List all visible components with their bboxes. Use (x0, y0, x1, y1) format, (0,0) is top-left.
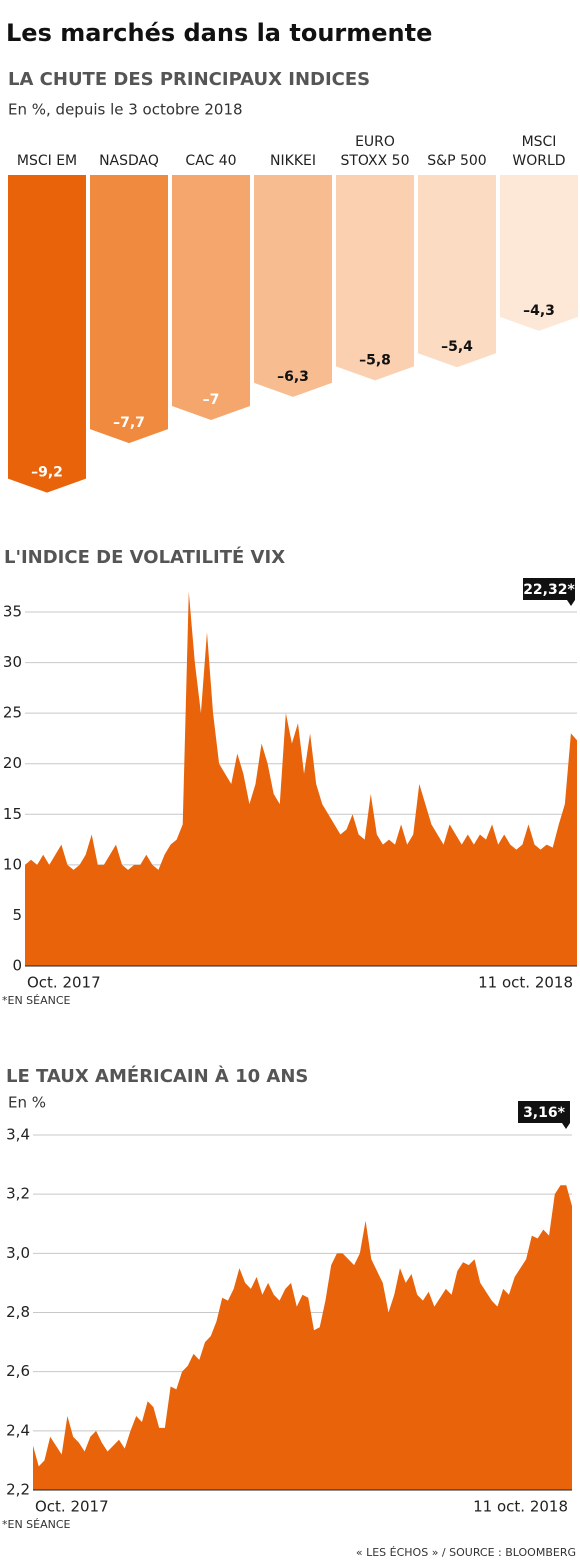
category-label: MSCI WORLD (512, 134, 565, 169)
main-title: Les marchés dans la tourmente (6, 19, 432, 47)
y-tick-label: 2,4 (6, 1421, 30, 1439)
category-label: EURO STOXX 50 (340, 134, 409, 169)
y-tick-label: 5 (12, 906, 22, 924)
bar (418, 175, 496, 368)
y-tick-label: 0 (12, 957, 22, 975)
x-tick-label: Oct. 2017 (27, 974, 101, 992)
y-tick-label: 30 (3, 653, 22, 671)
bar (8, 175, 86, 493)
chart-title: LE TAUX AMÉRICAIN À 10 ANS (6, 1065, 308, 1087)
y-tick-label: 3,0 (6, 1244, 30, 1262)
value-label: –5,4 (441, 339, 473, 355)
bar (172, 175, 250, 420)
value-label: –7,7 (113, 415, 145, 431)
y-tick-label: 20 (3, 754, 22, 772)
value-label: –5,8 (359, 352, 391, 368)
area (33, 1185, 572, 1490)
value-label: –6,3 (277, 369, 309, 385)
category-label: S&P 500 (427, 153, 486, 169)
y-tick-label: 2,6 (6, 1362, 30, 1380)
footnote: *EN SÉANCE (2, 1518, 71, 1531)
category-label: CAC 40 (185, 153, 236, 169)
y-tick-label: 15 (3, 805, 22, 823)
annotation: 22,32* (523, 582, 575, 598)
annotation: 3,16* (523, 1105, 566, 1121)
bar (254, 175, 332, 397)
x-tick-label: Oct. 2017 (35, 1498, 109, 1516)
source: « LES ÉCHOS » / SOURCE : BLOOMBERG (356, 1546, 576, 1559)
y-tick-label: 2,8 (6, 1303, 30, 1321)
chart-subtitle: En %, depuis le 3 octobre 2018 (8, 101, 243, 119)
annotation-box (523, 578, 575, 606)
chart-subtitle: En % (8, 1094, 46, 1112)
bar (336, 175, 414, 381)
chart-title: L'INDICE DE VOLATILITÉ VIX (4, 546, 285, 568)
footnote: *EN SÉANCE (2, 994, 71, 1007)
category-label: NIKKEI (270, 153, 316, 169)
value-label: –7 (203, 392, 220, 408)
y-tick-label: 10 (3, 855, 22, 873)
y-tick-label: 2,2 (6, 1481, 30, 1499)
x-tick-label: 11 oct. 2018 (478, 974, 573, 992)
bar (90, 175, 168, 444)
annotation-box (518, 1101, 570, 1129)
y-tick-label: 35 (3, 603, 22, 621)
area (25, 591, 577, 966)
y-tick-label: 3,2 (6, 1185, 30, 1203)
x-tick-label: 11 oct. 2018 (473, 1498, 568, 1516)
chart-title: LA CHUTE DES PRINCIPAUX INDICES (8, 69, 370, 90)
value-label: –4,3 (523, 303, 555, 319)
category-label: NASDAQ (99, 153, 159, 169)
y-tick-label: 3,4 (6, 1126, 30, 1144)
y-tick-label: 25 (3, 704, 22, 722)
category-label: MSCI EM (17, 153, 77, 169)
value-label: –9,2 (31, 465, 63, 481)
bar (500, 175, 578, 331)
